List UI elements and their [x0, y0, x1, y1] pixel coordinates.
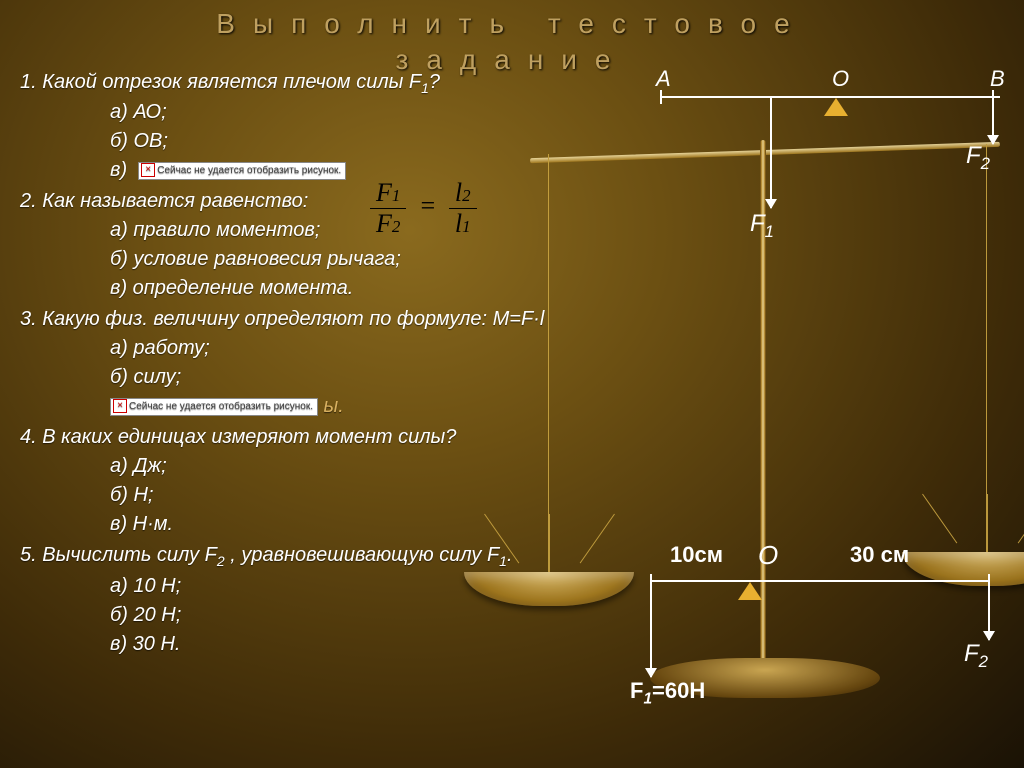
question-5: 5. Вычислить силу F2 , уравновешивающую … [20, 541, 660, 571]
distance-2: 30 см [850, 542, 909, 568]
q3-option-b: б) силу; [110, 363, 660, 392]
q4-option-b: б) Н; [110, 481, 660, 510]
q3-option-c: Сейчас не удается отобразить рисунок. ы. [110, 392, 660, 421]
lever-diagram-1: A O B F1 F2 [660, 60, 1010, 180]
q5-option-c: в) 30 Н. [110, 630, 660, 659]
question-2: 2. Как называется равенство: [20, 187, 660, 216]
question-3: 3. Какую физ. величину определяют по фор… [20, 305, 660, 334]
q3-option-a: а) работу; [110, 334, 660, 363]
q2-option-b: б) условие равновесия рычага; [110, 245, 660, 274]
questions-block: 1. Какой отрезок является плечом силы F1… [20, 66, 660, 659]
q1-option-a: а) АО; [110, 98, 660, 127]
f1-value: F1=60H [630, 678, 705, 708]
lever-formula: F1 F2 = l2 l1 [370, 178, 477, 239]
broken-image-placeholder: Сейчас не удается отобразить рисунок. [138, 162, 346, 181]
q2-option-c: в) определение момента. [110, 274, 660, 303]
lever-diagram-2: 10см 30 см O F1=60H F2 [640, 540, 1010, 710]
distance-1: 10см [670, 542, 723, 568]
q5-option-a: а) 10 Н; [110, 572, 660, 601]
question-4: 4. В каких единицах измеряют момент силы… [20, 423, 660, 452]
question-1: 1. Какой отрезок является плечом силы F1… [20, 68, 660, 98]
broken-image-placeholder-2: Сейчас не удается отобразить рисунок. [110, 398, 318, 417]
q1-option-b: б) ОВ; [110, 127, 660, 156]
q5-option-b: б) 20 Н; [110, 601, 660, 630]
q4-option-a: а) Дж; [110, 452, 660, 481]
q4-option-c: в) Н·м. [110, 510, 660, 539]
